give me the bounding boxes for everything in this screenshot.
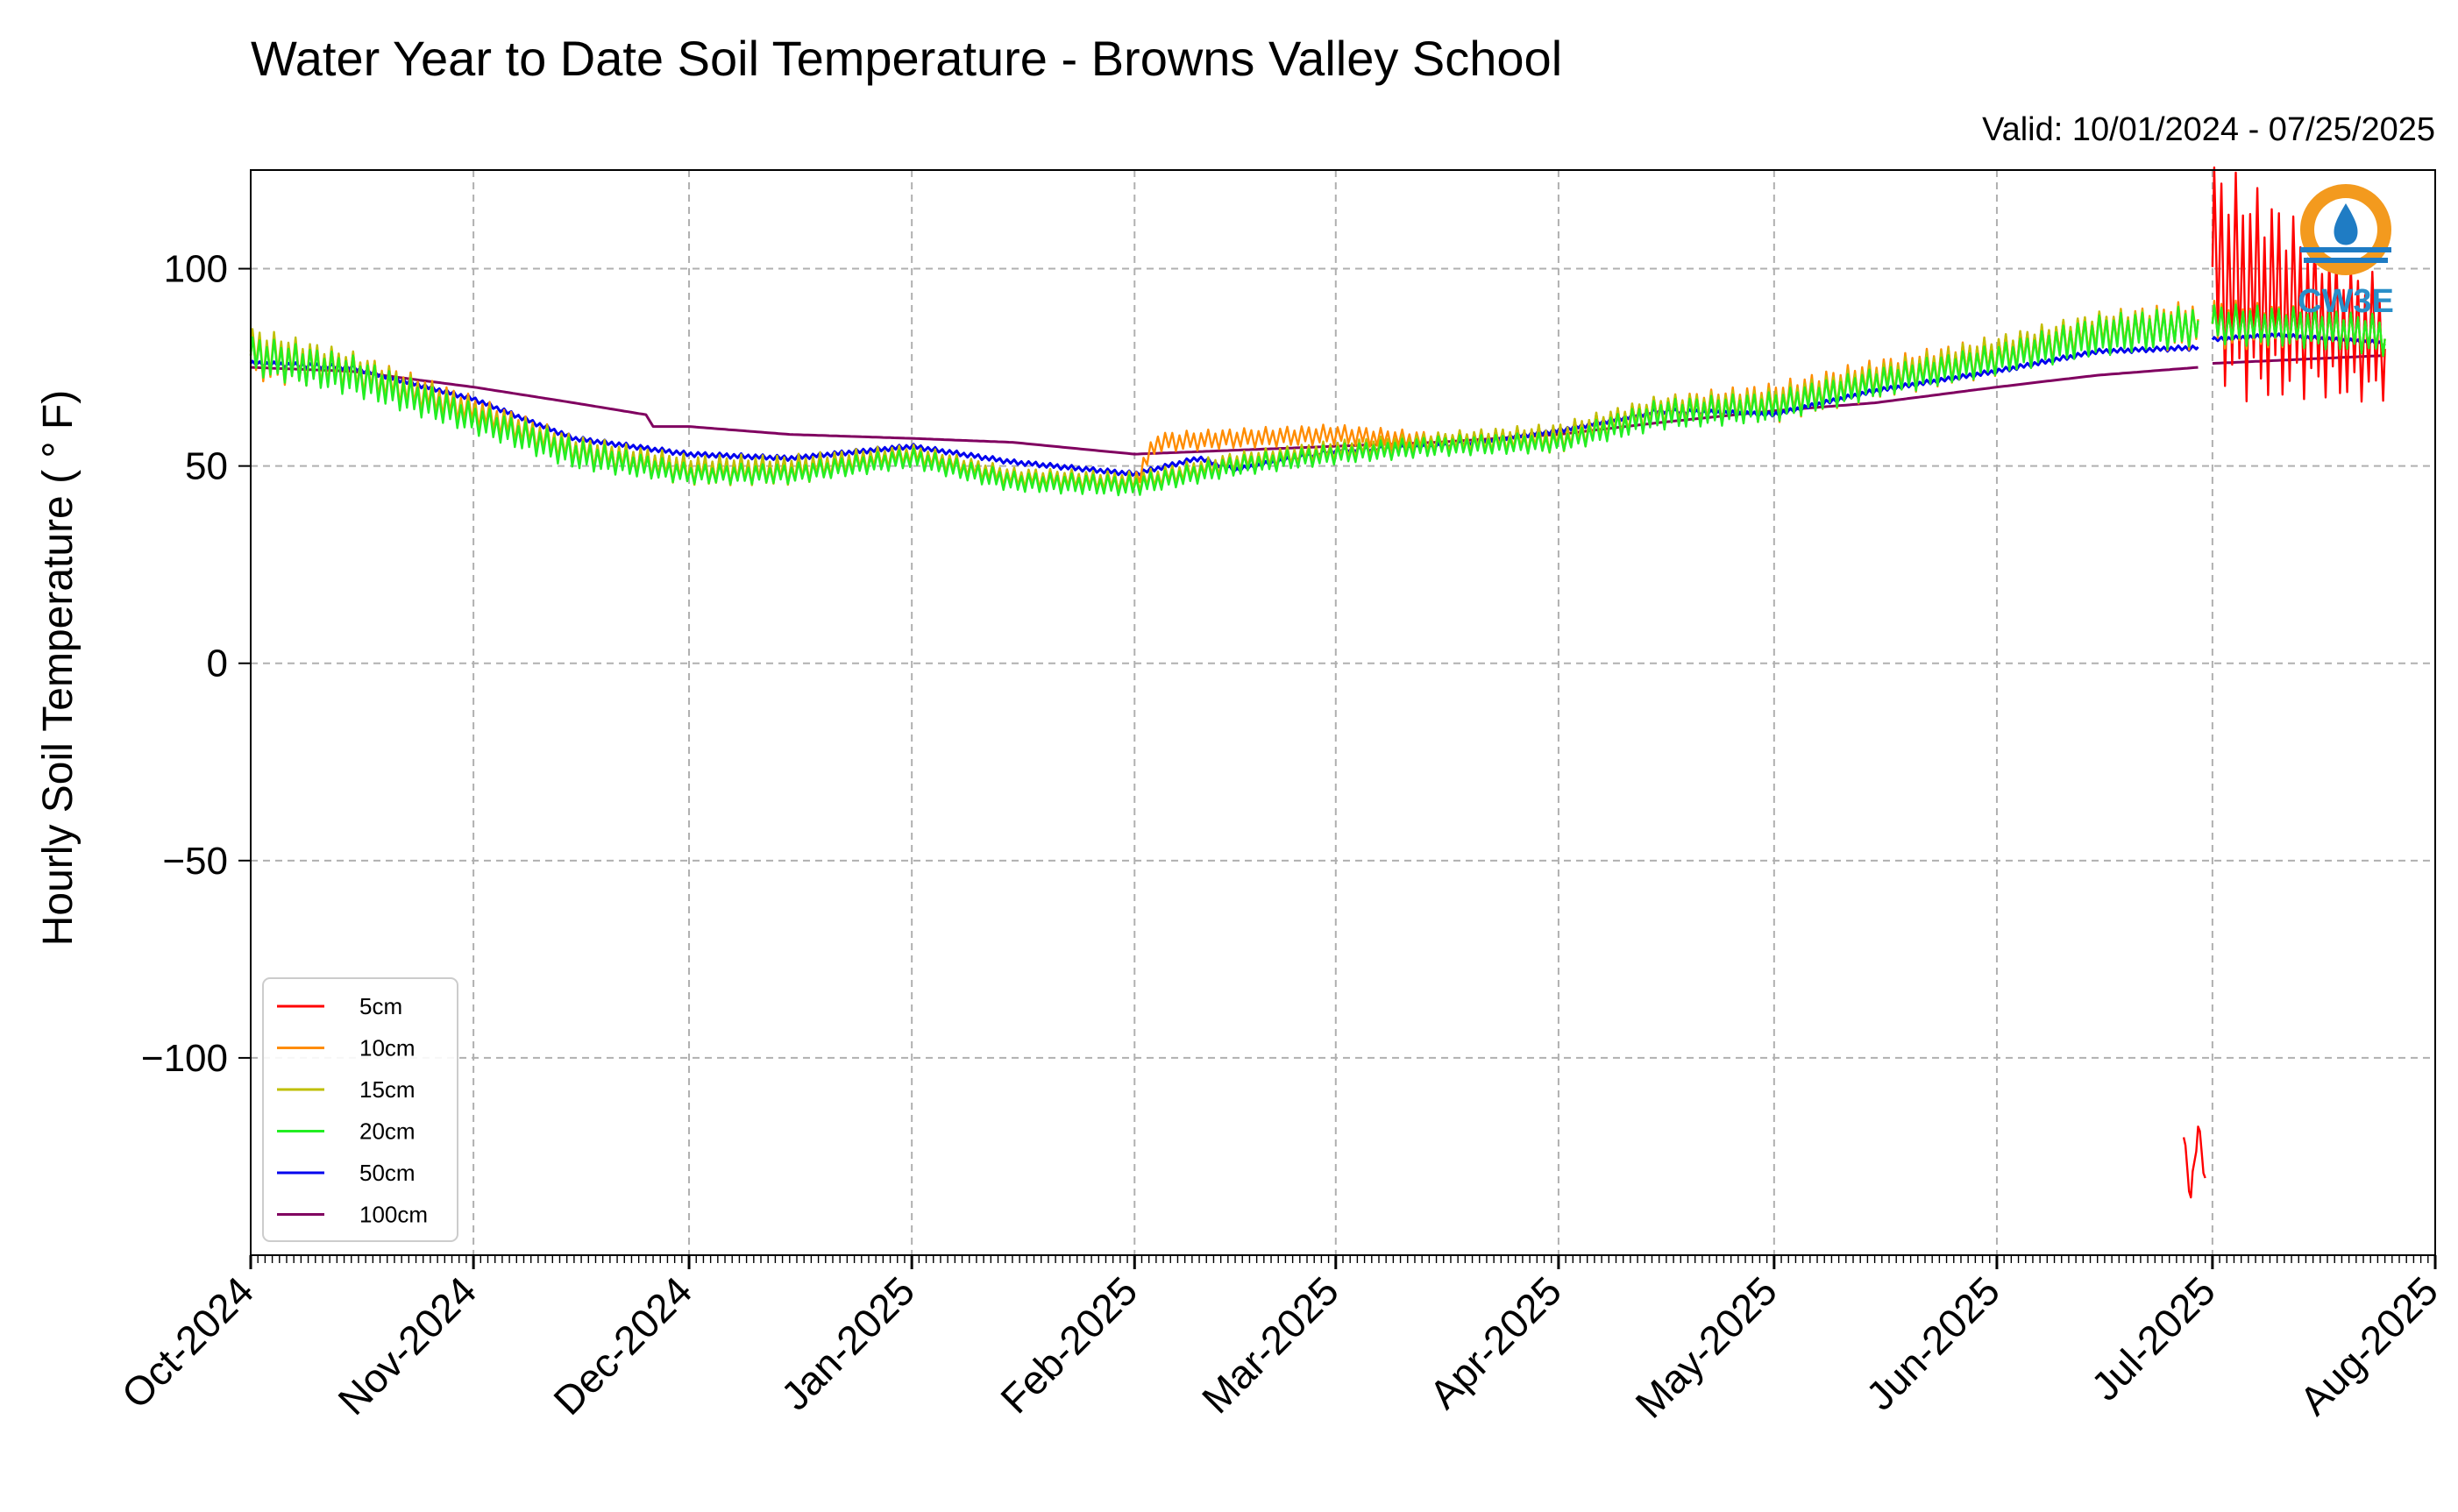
legend-label: 100cm xyxy=(359,1202,428,1228)
y-tick-label: 0 xyxy=(207,642,228,685)
valid-date-range: Valid: 10/01/2024 - 07/25/2025 xyxy=(1982,111,2435,148)
legend-label: 10cm xyxy=(359,1035,416,1061)
x-tick-label: Oct-2024 xyxy=(113,1267,263,1417)
x-tick-label: Jan-2025 xyxy=(772,1267,923,1418)
x-tick-label: Jul-2025 xyxy=(2082,1267,2224,1409)
x-tick-label: Mar-2025 xyxy=(1193,1267,1347,1422)
y-tick-label: −100 xyxy=(141,1037,228,1080)
x-tick-label: May-2025 xyxy=(1626,1267,1785,1426)
x-tick-label: Aug-2025 xyxy=(2291,1267,2447,1423)
logo-text: CW3E xyxy=(2298,283,2394,320)
y-axis-label: Hourly Soil Temperature ( ° F) xyxy=(35,390,82,947)
series-line-100cm xyxy=(250,354,2385,456)
axes: 100 50 0 −50 −100 Oct-2024 Nov-2024 Dec-2024 Jan… xyxy=(113,169,2447,1427)
legend-label: 15cm xyxy=(359,1076,416,1103)
x-tick-label: Dec-2024 xyxy=(544,1267,700,1423)
legend-label: 50cm xyxy=(359,1160,416,1186)
legend-label: 5cm xyxy=(359,993,402,1019)
y-tick-label: 50 xyxy=(185,445,228,488)
y-tick-label: 100 xyxy=(164,248,228,291)
plot-frame xyxy=(250,169,2436,1256)
x-tick-label: Apr-2025 xyxy=(1420,1267,1570,1417)
logo-drop-icon xyxy=(2334,203,2358,245)
chart-title: Water Year to Date Soil Temperature - Br… xyxy=(251,31,1562,86)
x-tick-label: Jun-2025 xyxy=(1858,1267,2008,1418)
series-group xyxy=(249,166,2386,1199)
logo-wave-2 xyxy=(2304,258,2388,263)
series-line-20cm xyxy=(249,303,2386,497)
legend-label: 20cm xyxy=(359,1118,416,1145)
x-tick-label: Feb-2025 xyxy=(991,1267,1146,1422)
cw3e-logo: CW3E xyxy=(2298,184,2394,320)
logo-wave-1 xyxy=(2300,247,2391,252)
legend: 5cm 10cm 15cm 20cm 50cm 100cm xyxy=(262,977,458,1242)
y-tick-label: −50 xyxy=(162,840,228,883)
x-tick-label: Nov-2024 xyxy=(329,1267,485,1423)
legend-box xyxy=(262,977,458,1242)
grid xyxy=(250,170,2436,1255)
